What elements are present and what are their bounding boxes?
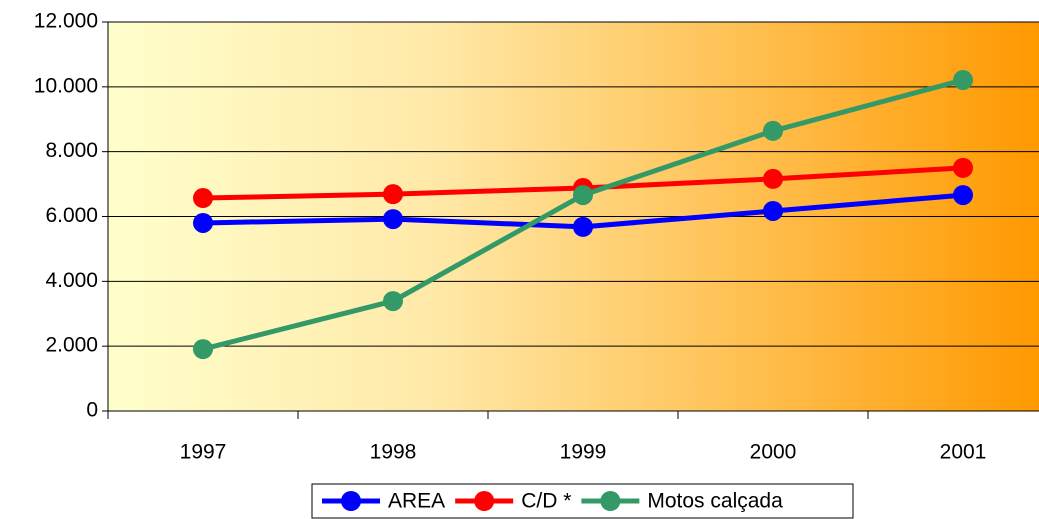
data-point	[193, 188, 213, 209]
data-point	[953, 185, 973, 206]
y-tick-label: 4.000	[45, 269, 98, 292]
y-tick-label: 12.000	[34, 10, 98, 33]
data-point	[953, 157, 973, 178]
legend-label: Motos calçada	[647, 490, 783, 513]
data-point	[383, 291, 403, 312]
data-point	[573, 185, 593, 206]
data-point	[763, 120, 783, 141]
data-point	[193, 212, 213, 233]
legend-marker	[474, 491, 495, 511]
x-tick-label: 2000	[750, 441, 797, 464]
legend-marker	[600, 491, 621, 511]
data-point	[763, 200, 783, 221]
y-tick-label: 8.000	[45, 139, 98, 162]
data-point	[573, 216, 593, 237]
data-point	[953, 70, 973, 91]
y-tick-label: 2.000	[45, 334, 98, 357]
legend-label: C/D *	[521, 490, 571, 513]
legend-marker	[341, 491, 361, 511]
x-tick-label: 1998	[370, 441, 417, 464]
data-point	[383, 209, 403, 230]
legend-label: AREA	[388, 490, 445, 513]
y-tick-label: 10.000	[34, 74, 98, 97]
x-tick-label: 1997	[180, 441, 227, 464]
data-point	[383, 184, 403, 205]
data-point	[763, 168, 783, 189]
x-tick-label: 1999	[560, 441, 607, 464]
x-tick-label: 2001	[940, 441, 987, 464]
y-tick-label: 0	[86, 399, 98, 422]
y-tick-label: 6.000	[45, 204, 98, 227]
data-point	[193, 339, 213, 360]
